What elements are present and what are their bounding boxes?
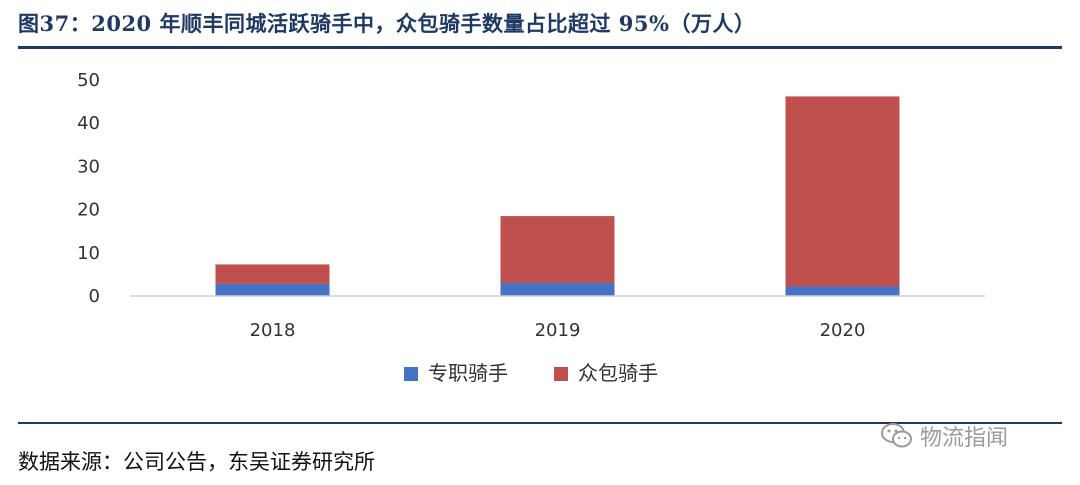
- bar-crowdsourced-2019: [500, 216, 615, 284]
- bar-crowdsourced-2020: [785, 96, 900, 287]
- title-divider: [18, 46, 1062, 49]
- y-tick-label: 20: [77, 200, 100, 221]
- legend-label: 众包骑手: [578, 361, 658, 385]
- x-tick-label: 2019: [535, 320, 581, 341]
- legend: 专职骑手 众包骑手: [404, 361, 658, 385]
- data-source: 数据来源：公司公告，东吴证券研究所: [18, 450, 375, 474]
- bar-fulltime-2019: [500, 283, 615, 296]
- bars: [215, 96, 900, 296]
- y-tick-label: 40: [77, 113, 100, 134]
- x-tick-label: 2020: [820, 320, 866, 341]
- y-tick-label: 10: [77, 243, 100, 264]
- stacked-bar-chart: 0 10 20 30 40 50 2018 2019 2020 专职骑手 众包骑手: [77, 70, 985, 385]
- bar-fulltime-2018: [215, 283, 330, 296]
- legend-swatch: [554, 367, 568, 381]
- x-tick-label: 2018: [250, 320, 296, 341]
- footer-divider: [18, 422, 1062, 424]
- bar-crowdsourced-2018: [215, 264, 330, 284]
- legend-label: 专职骑手: [428, 361, 508, 385]
- y-tick-label: 30: [77, 156, 100, 177]
- y-axis: 0 10 20 30 40 50: [77, 70, 100, 307]
- watermark: 物流指闻: [880, 420, 1008, 452]
- wechat-icon: [881, 423, 912, 448]
- bar-fulltime-2020: [785, 286, 900, 296]
- y-tick-label: 0: [89, 286, 100, 307]
- watermark-text: 物流指闻: [920, 426, 1009, 451]
- legend-swatch: [404, 367, 418, 381]
- chart-title: 图37：2020 年顺丰同城活跃骑手中，众包骑手数量占比超过 95%（万人）: [18, 11, 756, 36]
- y-tick-label: 50: [77, 70, 100, 91]
- x-axis: 2018 2019 2020: [130, 295, 985, 341]
